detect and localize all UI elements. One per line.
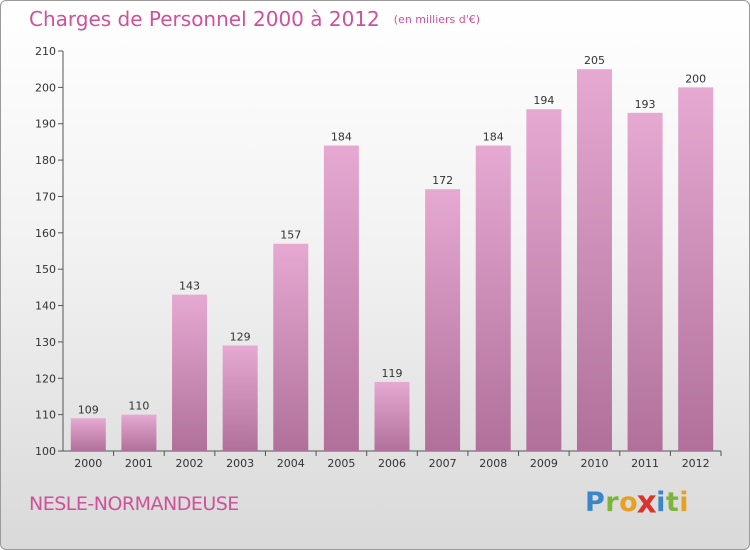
x-tick-label: 2000: [74, 457, 102, 470]
commune-name: NESLE-NORMANDEUSE: [29, 493, 239, 515]
bar: [172, 294, 208, 451]
x-tick-label: 2007: [429, 457, 457, 470]
y-tick-label: 100: [35, 445, 56, 458]
y-tick-label: 180: [35, 154, 56, 167]
bar: [475, 145, 511, 451]
bar: [678, 87, 714, 451]
bar: [576, 69, 612, 451]
y-tick-label: 110: [35, 409, 56, 422]
bar-value-label: 157: [280, 229, 301, 242]
bar-value-label: 193: [635, 98, 656, 111]
chart-bars: [70, 69, 714, 452]
bar: [627, 112, 663, 452]
brand-logo: Proxiti: [585, 484, 690, 521]
y-tick-label: 160: [35, 227, 56, 240]
y-tick-label: 120: [35, 372, 56, 385]
brand-letter: x: [636, 484, 658, 521]
y-tick-label: 190: [35, 118, 56, 131]
chart-subtitle: (en milliers d'€): [393, 13, 481, 26]
brand-letter: i: [656, 487, 666, 518]
brand-letter: t: [665, 487, 680, 518]
bar-value-label: 109: [78, 403, 99, 416]
y-tick-label: 130: [35, 336, 56, 349]
y-tick-label: 210: [35, 45, 56, 58]
bar-value-label: 110: [128, 400, 149, 413]
bar: [526, 109, 562, 451]
chart-title: Charges de Personnel 2000 à 2012 (en mill…: [29, 7, 481, 31]
x-tick-label: 2010: [580, 457, 608, 470]
chart-labels: 109 110 143 129 157 184 119 172 184 194 205 193 200: [78, 54, 706, 416]
bar: [374, 381, 410, 451]
bar: [222, 345, 258, 451]
brand-letter: o: [619, 487, 639, 518]
y-tick-label: 170: [35, 190, 56, 203]
y-tick-label: 200: [35, 81, 56, 94]
bar-value-label: 205: [584, 54, 605, 67]
x-tick-label: 2005: [327, 457, 355, 470]
brand-letter: r: [605, 487, 620, 518]
y-tick-label: 150: [35, 263, 56, 276]
bar: [273, 243, 309, 451]
x-tick-label: 2006: [378, 457, 406, 470]
x-tick-label: 2008: [479, 457, 507, 470]
bar: [323, 145, 359, 451]
x-tick-label: 2002: [176, 457, 204, 470]
bar-value-label: 129: [230, 331, 251, 344]
bar: [121, 414, 157, 451]
brand-letter: P: [585, 487, 606, 518]
bar-value-label: 200: [685, 72, 706, 85]
y-tick-label: 140: [35, 300, 56, 313]
bar-value-label: 119: [382, 367, 403, 380]
bar: [70, 418, 106, 451]
bar: [425, 189, 461, 451]
bar-value-label: 184: [331, 131, 352, 144]
bar-value-label: 172: [432, 174, 453, 187]
bar-value-label: 143: [179, 280, 200, 293]
x-tick-label: 2003: [226, 457, 254, 470]
bar-value-label: 184: [483, 131, 504, 144]
x-tick-label: 2011: [631, 457, 659, 470]
brand-letter: i: [679, 487, 690, 518]
x-tick-label: 2009: [530, 457, 558, 470]
x-tick-label: 2004: [277, 457, 305, 470]
x-tick-label: 2001: [125, 457, 153, 470]
bar-value-label: 194: [533, 94, 554, 107]
x-tick-label: 2012: [682, 457, 710, 470]
chart-axes: 100 110 120 130 140 150 160 170 180 190 200 210 2000…: [35, 45, 722, 470]
